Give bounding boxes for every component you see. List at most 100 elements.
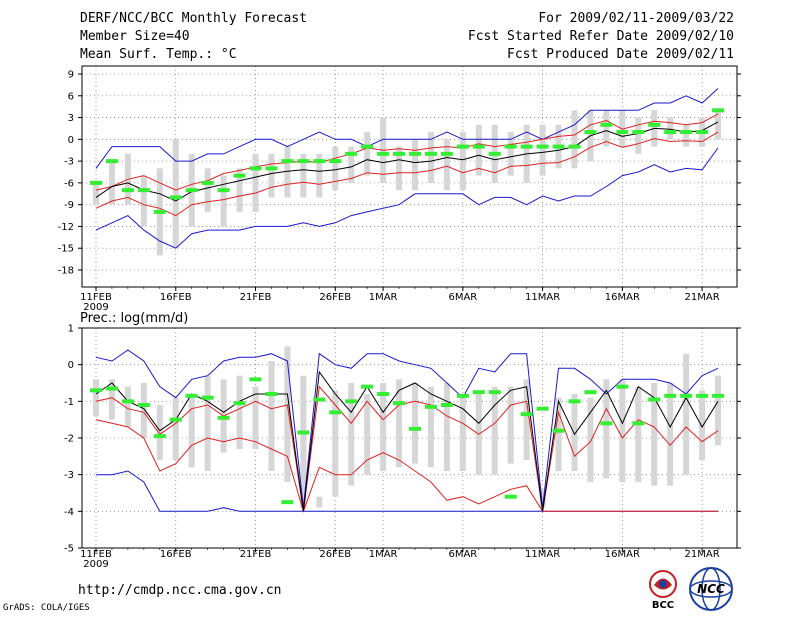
box-bar <box>571 394 578 471</box>
ensemble-mark <box>169 417 182 422</box>
ensemble-mark <box>664 130 677 135</box>
forecast-period: For 2009/02/11-2009/03/22 <box>538 11 734 26</box>
series-line-blue-upper <box>95 349 719 508</box>
ensemble-mark <box>313 397 326 402</box>
box-bar <box>364 394 371 475</box>
x-tick-label: 11FEB <box>80 292 112 303</box>
box-bar <box>715 110 722 140</box>
box-bar <box>364 132 371 176</box>
ensemble-mark <box>169 195 182 200</box>
box-bar <box>523 379 530 460</box>
box-bar <box>300 375 307 508</box>
ensemble-mark <box>297 430 310 435</box>
ncc-logo-text: NCC <box>697 582 725 596</box>
y-tick-label: -6 <box>64 178 74 189</box>
box-bar <box>491 386 498 475</box>
ensemble-mark <box>680 393 693 398</box>
x-tick-label: 16MAR <box>605 292 640 303</box>
ensemble-mark <box>536 144 549 149</box>
ensemble-mark <box>201 395 214 400</box>
ensemble-mark <box>568 399 581 404</box>
ensemble-mark <box>393 151 406 156</box>
box-bar <box>683 353 690 475</box>
box-bar <box>268 361 275 471</box>
box-bar <box>108 379 115 420</box>
ensemble-mark <box>696 130 709 135</box>
y-tick-label: 0 <box>68 360 74 371</box>
ensemble-mark <box>536 406 549 411</box>
ensemble-mark <box>456 144 469 149</box>
ensemble-mark <box>105 386 118 391</box>
ensemble-mark <box>153 209 166 214</box>
ensemble-mark <box>504 144 517 149</box>
ensemble-mark <box>616 384 629 389</box>
ensemble-mark <box>329 410 342 415</box>
ensemble-mark <box>217 188 230 193</box>
y-tick-label: -3 <box>64 470 74 481</box>
ensemble-mark <box>648 122 661 127</box>
ensemble-mark <box>552 144 565 149</box>
series-line-red-lower <box>95 131 719 217</box>
box-bar <box>443 139 450 191</box>
box-bar <box>619 379 626 482</box>
series-line-blue-upper <box>95 88 719 169</box>
ensemble-mark <box>600 421 613 426</box>
box-bar <box>124 386 131 427</box>
x-tick-label: 6MAR <box>448 549 477 560</box>
x-tick-label: 16MAR <box>605 549 640 560</box>
ensemble-mark <box>424 404 437 409</box>
x-tick-label: 1MAR <box>369 292 398 303</box>
ensemble-mark <box>552 428 565 433</box>
box-bar <box>140 175 147 227</box>
box-bar <box>427 132 434 183</box>
x-tick-label: 21FEB <box>240 292 272 303</box>
box-bar <box>683 124 690 147</box>
panel-title: Prec.: log(mm/d) <box>80 311 188 326</box>
x-tick-label: 26FEB <box>319 549 351 560</box>
box-bar <box>156 405 163 460</box>
ensemble-mark <box>488 151 501 156</box>
footer-url[interactable]: http://cmdp.ncc.cma.gov.cn <box>78 583 282 598</box>
box-bar <box>252 386 259 449</box>
ensemble-mark <box>584 130 597 135</box>
box-bar <box>252 153 259 212</box>
ensemble-mark <box>680 130 693 135</box>
series-line-red-upper <box>95 113 719 191</box>
box-bar <box>316 496 323 508</box>
ensemble-mark <box>472 390 485 395</box>
box-bar <box>603 379 610 479</box>
y-tick-label: -3 <box>64 157 74 168</box>
box-bar <box>475 124 482 176</box>
box-bar <box>619 110 626 147</box>
ensemble-mark <box>393 401 406 406</box>
ensemble-mark <box>377 392 390 396</box>
ensemble-mark <box>121 188 134 193</box>
ensemble-mark <box>361 144 374 149</box>
forecast-produced-date: Fcst Produced Date 2009/02/11 <box>507 47 734 62</box>
ensemble-mark <box>137 403 150 407</box>
x-tick-label: 16FEB <box>160 292 192 303</box>
y-tick-label: -12 <box>58 222 74 233</box>
x-tick-label: 11MAR <box>525 549 560 560</box>
plot-frame <box>81 65 738 288</box>
ensemble-mark <box>185 393 198 398</box>
box-bar <box>284 346 291 482</box>
ensemble-mark <box>584 390 597 395</box>
ensemble-mark <box>377 151 390 156</box>
series-line-median <box>95 370 719 512</box>
y-tick-label: 9 <box>68 70 74 81</box>
box-bar <box>539 489 546 508</box>
series-line-median <box>95 121 719 202</box>
x-tick-label: 11FEB <box>80 549 112 560</box>
ensemble-mark <box>265 166 278 171</box>
ensemble-mark <box>409 151 421 156</box>
bcc-logo-text: BCC <box>652 600 674 611</box>
variable-label: Mean Surf. Temp.: °C <box>80 47 237 62</box>
ensemble-mark <box>185 188 198 193</box>
ensemble-mark <box>632 130 645 135</box>
series-line-red-lower <box>95 419 718 513</box>
box-bar <box>651 383 658 486</box>
box-bar <box>332 390 339 497</box>
x-tick-sublabel: 2009 <box>83 302 108 313</box>
